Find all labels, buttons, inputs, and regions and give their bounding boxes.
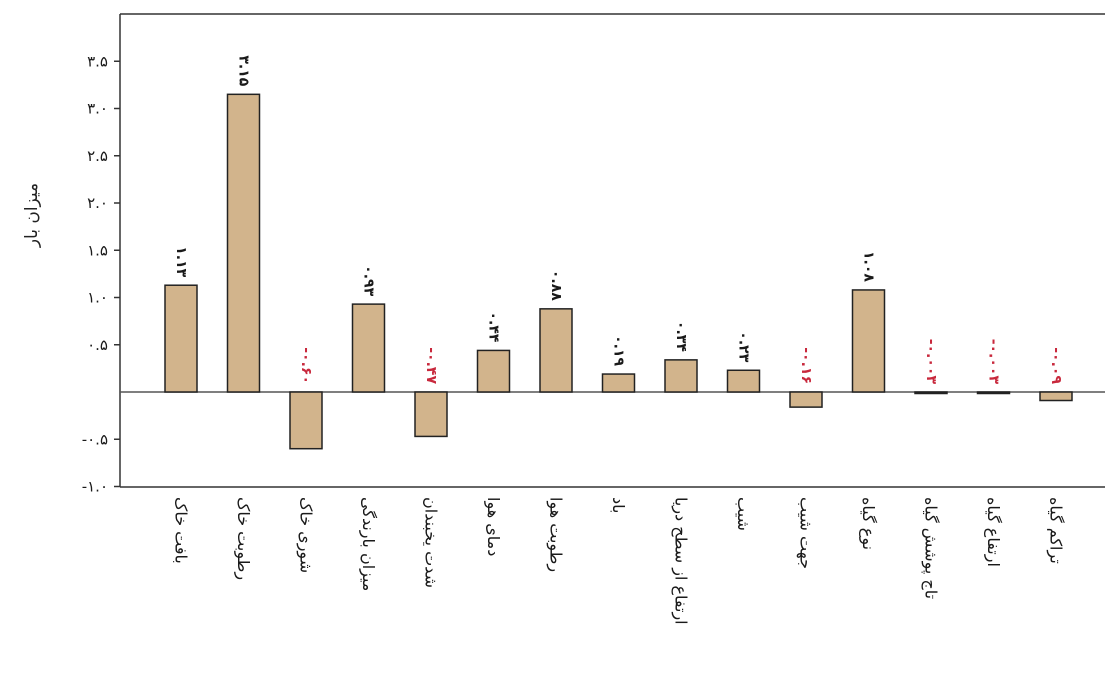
value-label: -۰.۰۰۳ — [986, 339, 1002, 385]
value-label: -۰.۰۹ — [1048, 347, 1064, 384]
x-tick-label: تاج پوشش گیاه — [921, 497, 941, 599]
y-tick-label: ۳.۰ — [87, 100, 108, 118]
bar — [289, 391, 323, 450]
value-label: ۰.۸۸ — [548, 270, 564, 301]
x-tick-label: میزان بارندگی — [358, 497, 378, 591]
x-tick-label: ارتفاع گیاه — [983, 497, 1003, 567]
x-tick-label: بافت خاک — [172, 497, 191, 564]
value-label: ۰.۹۳ — [361, 265, 377, 296]
bar — [539, 308, 573, 393]
value-label: ۰.۳۴ — [673, 321, 689, 352]
x-tick-label: شیب — [734, 497, 753, 531]
x-tick-label: تراکم گیاه — [1046, 497, 1066, 564]
bar — [1039, 391, 1073, 402]
x-tick-label: شدت یخبندان — [422, 497, 441, 588]
x-tick-label: نوع گیاه — [858, 497, 878, 550]
y-axis-label: میزان بار — [22, 182, 43, 248]
value-label: ۰.۱۹ — [611, 335, 627, 366]
value-label: ۱.۱۳ — [173, 246, 189, 277]
bar — [226, 93, 261, 393]
value-label: ۰.۲۳ — [736, 331, 752, 362]
x-tick-label: رطوبت خاک — [233, 497, 253, 580]
value-label: ۰.۴۴ — [486, 311, 502, 342]
y-tick-label: ۲.۵ — [87, 147, 108, 165]
bar — [851, 289, 886, 393]
bar — [664, 359, 698, 393]
x-tick-label: جهت شیب — [796, 497, 816, 569]
bar — [726, 369, 761, 393]
x-tick-label: رطوبت هوا — [546, 497, 566, 572]
x-tick-labels: بافت خاک رطوبت خاک شوری خاک میزان بارندگی شد… — [172, 497, 1066, 625]
bar — [414, 391, 448, 438]
bar — [914, 391, 948, 395]
y-tick-label: ۰.۵ — [87, 336, 108, 354]
y-tick-label: ۲.۰ — [87, 194, 108, 212]
y-tick-label: ۱.۵ — [87, 241, 108, 259]
bar — [601, 373, 636, 393]
bar — [164, 284, 198, 393]
bars — [164, 93, 1073, 450]
x-tick-label: باد — [609, 497, 628, 513]
y-tick-label: -۰.۵ — [82, 430, 108, 448]
value-label: -۰.۰۰۳ — [923, 339, 939, 385]
x-tick-label: ارتفاع از سطح دریا — [671, 497, 691, 625]
y-tick-label: -۱.۰ — [82, 478, 108, 496]
value-label: -۰.۱۶ — [798, 347, 814, 384]
bar — [476, 349, 511, 393]
y-tick-label: ۳.۵ — [87, 52, 108, 70]
value-label: ۱.۰۸ — [861, 251, 877, 282]
bar — [976, 391, 1011, 395]
y-ticks: -۱.۰ -۰.۵ ۰.۵ ۱.۰ ۱.۵ ۲.۰ ۲.۵ ۳.۰ ۳.۵ — [82, 52, 120, 496]
value-labels: ۱.۱۳ ۳.۱۵ -۰.۶۰ ۰.۹۳ -۰.۴۷ ۰.۴۴ ۰.۸۸ ۰.۱۹ ۰.۳۴ ۰.… — [173, 55, 1064, 384]
x-tick-label: دمای هوا — [483, 497, 503, 556]
x-tick-label: شوری خاک — [296, 497, 316, 573]
y-axis-label-wrap: میزان بار — [10, 130, 54, 300]
bar — [351, 303, 386, 393]
y-tick-label: ۱.۰ — [87, 289, 108, 307]
value-label: ۳.۱۵ — [236, 55, 252, 86]
value-label: -۰.۴۷ — [423, 347, 439, 384]
bar — [789, 391, 823, 408]
value-label: -۰.۶۰ — [298, 347, 314, 384]
